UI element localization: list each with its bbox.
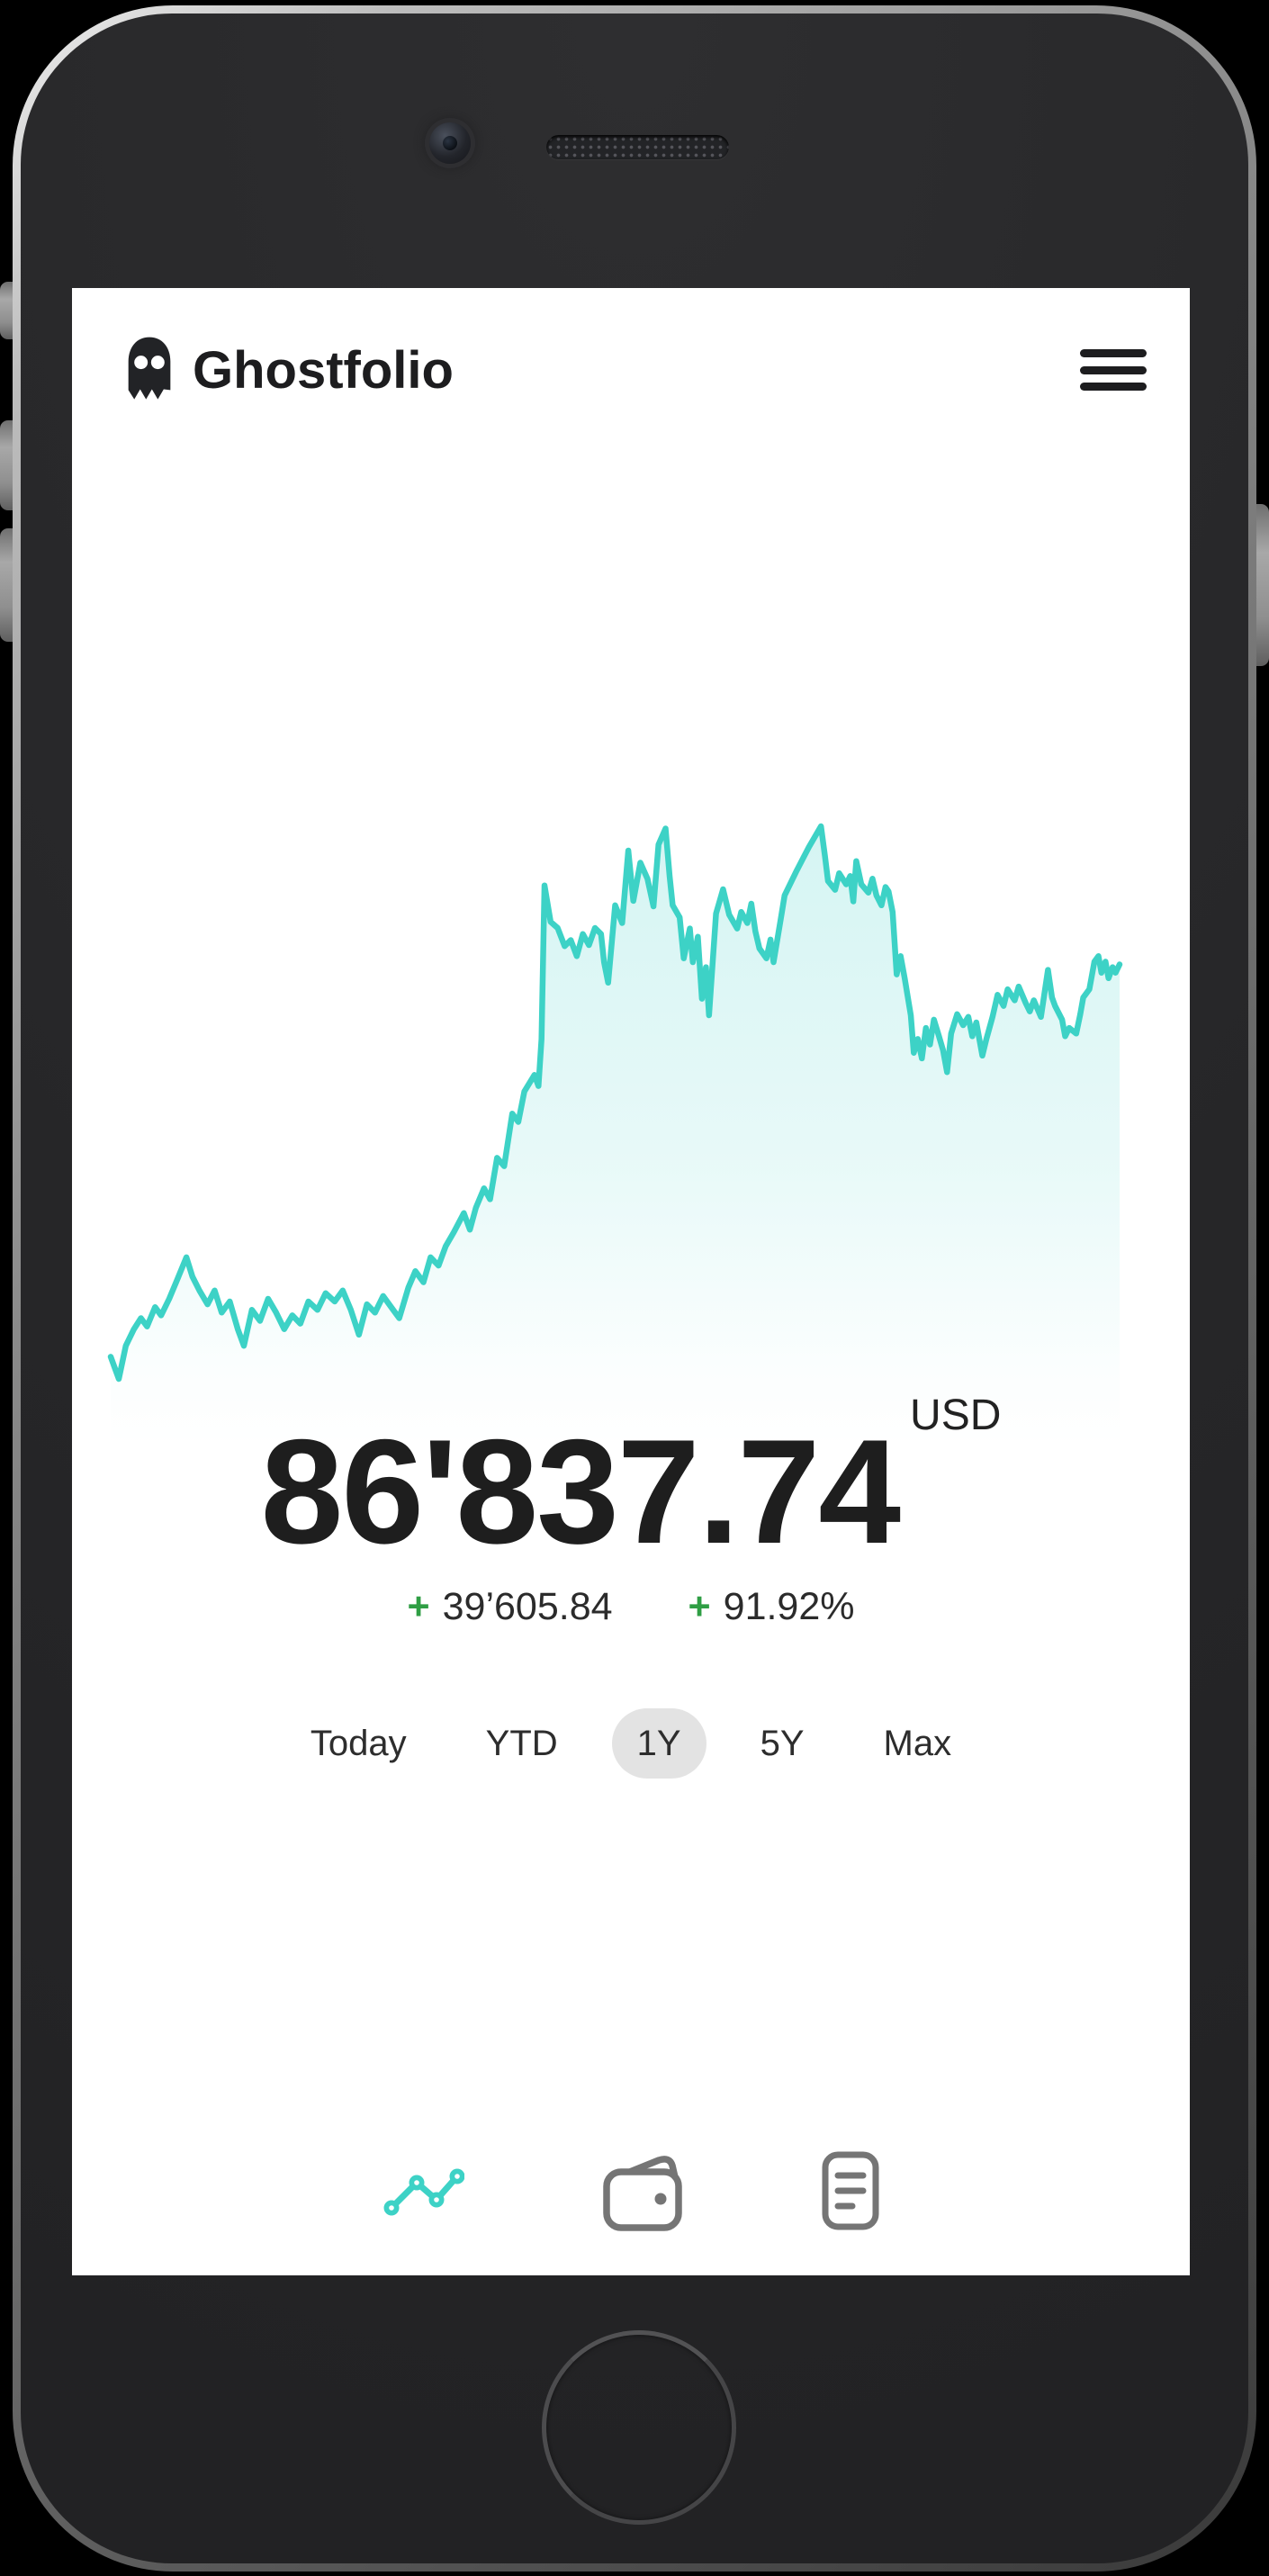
nav-wallet[interactable] bbox=[599, 2150, 686, 2234]
change-absolute-value: 39’605.84 bbox=[442, 1585, 613, 1628]
portfolio-value-block: 86'837.74 USD bbox=[72, 1392, 1190, 1566]
power-button[interactable] bbox=[1253, 504, 1269, 666]
analytics-line-icon bbox=[383, 2168, 465, 2216]
range-button-5y[interactable]: 5Y bbox=[735, 1708, 830, 1779]
front-camera bbox=[429, 122, 471, 164]
hamburger-menu-icon[interactable] bbox=[1080, 349, 1147, 391]
portfolio-total-value: 86'837.74 bbox=[260, 1409, 901, 1574]
chart-area-fill bbox=[111, 826, 1120, 1447]
app-header: Ghostfolio bbox=[124, 331, 1147, 409]
hamburger-bar bbox=[1080, 349, 1147, 357]
range-button-today[interactable]: Today bbox=[285, 1708, 432, 1779]
chart-line bbox=[107, 823, 1123, 1383]
wallet-icon bbox=[603, 2156, 682, 2231]
sparkline-svg bbox=[107, 823, 1123, 1447]
page-title: Ghostfolio bbox=[193, 340, 454, 400]
bottom-navigation bbox=[72, 2150, 1190, 2234]
earpiece-speaker bbox=[546, 135, 729, 159]
change-percent: + 91.92% bbox=[688, 1585, 855, 1628]
nav-activities[interactable] bbox=[821, 2150, 880, 2234]
app-screen: Ghostfolio bbox=[72, 288, 1190, 2275]
performance-chart bbox=[107, 823, 1123, 1447]
hamburger-bar bbox=[1080, 383, 1147, 391]
currency-label: USD bbox=[910, 1392, 1002, 1439]
mute-switch[interactable] bbox=[0, 282, 16, 339]
range-button-ytd[interactable]: YTD bbox=[461, 1708, 583, 1779]
change-absolute: + 39’605.84 bbox=[407, 1585, 613, 1628]
volume-down-button[interactable] bbox=[0, 528, 16, 642]
range-button-1y[interactable]: 1Y bbox=[611, 1708, 706, 1779]
ghostfolio-ghost-logo-icon bbox=[128, 337, 171, 400]
plus-sign: + bbox=[688, 1585, 711, 1628]
camera-lens-icon bbox=[443, 136, 457, 150]
date-range-selector: Today YTD 1Y 5Y Max bbox=[72, 1708, 1190, 1779]
range-button-max[interactable]: Max bbox=[859, 1708, 977, 1779]
portfolio-change-row: + 39’605.84 + 91.92% bbox=[72, 1585, 1190, 1628]
volume-up-button[interactable] bbox=[0, 420, 16, 510]
plus-sign: + bbox=[407, 1585, 430, 1628]
home-button[interactable] bbox=[542, 2330, 736, 2525]
nav-performance-chart[interactable] bbox=[382, 2161, 465, 2223]
hamburger-bar bbox=[1080, 365, 1147, 374]
report-list-icon bbox=[822, 2151, 879, 2230]
change-percent-value: 91.92% bbox=[723, 1585, 855, 1628]
